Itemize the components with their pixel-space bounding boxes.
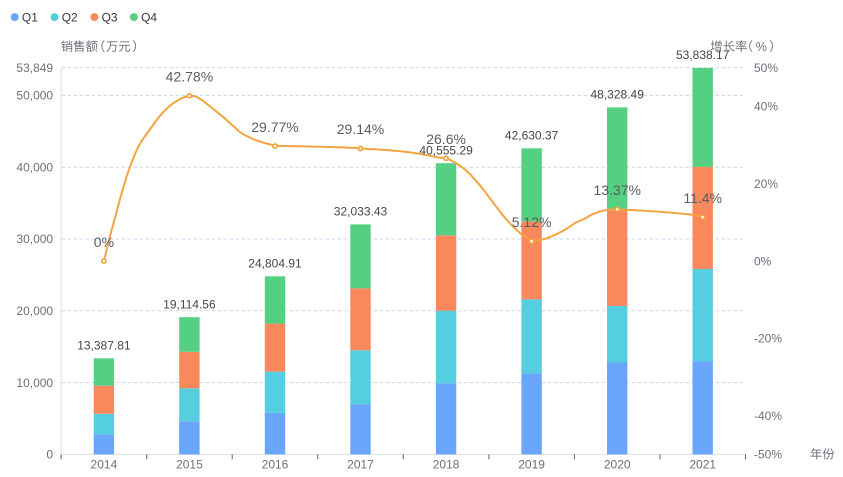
svg-text:50,000: 50,000 bbox=[16, 89, 53, 103]
svg-text:13,387.81: 13,387.81 bbox=[77, 339, 131, 353]
svg-text:19,114.56: 19,114.56 bbox=[163, 297, 216, 311]
svg-text:2015: 2015 bbox=[176, 458, 203, 472]
svg-text:2014: 2014 bbox=[91, 458, 118, 472]
svg-text:2019: 2019 bbox=[518, 458, 545, 472]
svg-text:50%: 50% bbox=[754, 61, 778, 75]
svg-text:20%: 20% bbox=[754, 177, 778, 191]
svg-text:Q3: Q3 bbox=[102, 10, 118, 24]
svg-text:13.37%: 13.37% bbox=[593, 182, 640, 198]
svg-text:32,033.43: 32,033.43 bbox=[334, 205, 388, 219]
svg-text:42.78%: 42.78% bbox=[166, 69, 213, 85]
svg-text:40%: 40% bbox=[754, 100, 778, 114]
svg-text:-20%: -20% bbox=[754, 332, 782, 346]
svg-text:11.4%: 11.4% bbox=[683, 190, 722, 206]
svg-text:0: 0 bbox=[46, 448, 53, 462]
svg-text:20,000: 20,000 bbox=[16, 304, 53, 318]
svg-text:0%: 0% bbox=[94, 234, 114, 250]
svg-text:24,804.91: 24,804.91 bbox=[248, 257, 302, 271]
svg-text:26.6%: 26.6% bbox=[426, 131, 466, 147]
svg-text:40,000: 40,000 bbox=[16, 160, 53, 174]
svg-text:2018: 2018 bbox=[433, 458, 460, 472]
svg-text:40,555.29: 40,555.29 bbox=[419, 143, 473, 157]
svg-text:Q1: Q1 bbox=[22, 10, 38, 24]
svg-text:Q2: Q2 bbox=[62, 10, 78, 24]
svg-text:2016: 2016 bbox=[262, 458, 289, 472]
svg-text:10,000: 10,000 bbox=[16, 376, 53, 390]
svg-text:2017: 2017 bbox=[347, 458, 374, 472]
svg-text:%: % bbox=[756, 40, 767, 54]
svg-text:0%: 0% bbox=[754, 254, 772, 268]
svg-text:29.14%: 29.14% bbox=[337, 121, 384, 137]
svg-text:48,328.49: 48,328.49 bbox=[591, 88, 645, 102]
svg-text:-40%: -40% bbox=[754, 409, 782, 423]
svg-text:-50%: -50% bbox=[754, 448, 782, 462]
svg-text:29.77%: 29.77% bbox=[251, 119, 298, 135]
svg-text:2020: 2020 bbox=[604, 458, 631, 472]
svg-text:53,838.17: 53,838.17 bbox=[676, 48, 730, 62]
svg-text:5.12%: 5.12% bbox=[512, 214, 552, 230]
svg-text:42,630.37: 42,630.37 bbox=[505, 129, 559, 143]
svg-text:2021: 2021 bbox=[689, 458, 716, 472]
svg-text:30,000: 30,000 bbox=[16, 232, 53, 246]
svg-text:Q4: Q4 bbox=[141, 10, 157, 24]
svg-text:53,849: 53,849 bbox=[16, 61, 53, 75]
